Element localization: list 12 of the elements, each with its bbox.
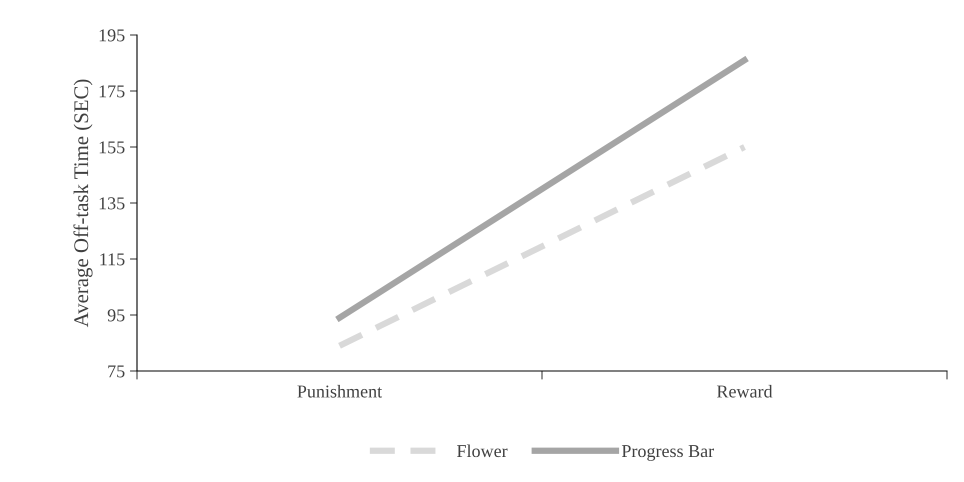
y-tick-label: 175 [100, 85, 124, 98]
y-tick-label: 135 [100, 197, 124, 210]
legend-label: Progress Bar [622, 445, 714, 461]
y-tick-label: 115 [100, 253, 124, 266]
x-tick-label: Punishment [297, 384, 382, 398]
legend-label: Flower [457, 444, 508, 458]
y-tick-label: 155 [100, 141, 124, 154]
y-axis-title: Average Off-task Time (SEC) [73, 80, 93, 328]
x-tick-label: Reward [716, 384, 772, 398]
y-tick-label: 195 [100, 29, 124, 42]
y-tick-label: 75 [108, 365, 124, 378]
y-tick-label: 95 [108, 309, 124, 322]
